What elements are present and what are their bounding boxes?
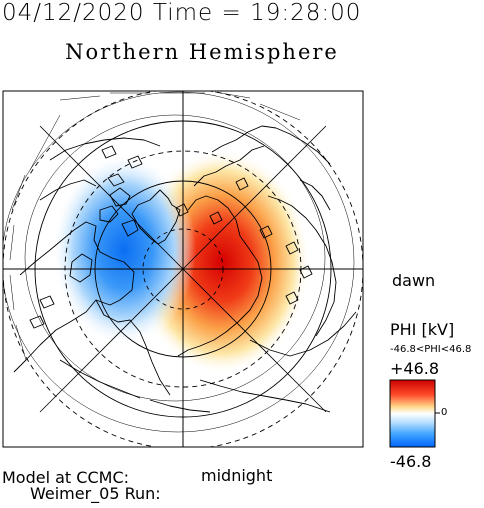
negative-potential-cell [52,154,196,346]
dawn-label: dawn [392,271,436,290]
model-info-line2: Weimer_05 Run: [30,484,161,503]
legend-quantity: PHI [kV] [390,320,455,339]
coastlines [13,125,357,413]
header-date: 04/12/2020 [2,0,145,26]
header-time-label: Time [152,0,214,26]
legend-max-label: +46.8 [390,359,440,378]
meridian-diagonal-2 [39,125,327,413]
model-info-line1: Model at CCMC: [2,468,129,487]
legend-mid-label: 0 [441,407,448,418]
geographic-graticule [3,91,355,433]
midnight-label: midnight [201,466,273,485]
header-line: 04/12/2020 Time = 19:28:00 [2,0,361,26]
header-equals: = [221,0,242,26]
legend-range-text: -46.8<PHI<46.8 [390,344,472,355]
header-time: 19:28:00 [250,0,362,26]
legend-min-label: -46.8 [390,452,432,471]
legend-colorbar [389,379,436,448]
map-title: Northern Hemisphere [65,40,339,64]
